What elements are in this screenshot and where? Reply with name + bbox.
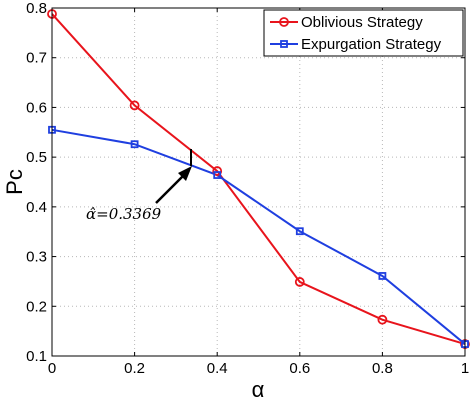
x-tick-label: 0.6: [289, 360, 310, 377]
plot-area: [52, 8, 465, 356]
y-tick-label: 0.3: [26, 249, 47, 266]
data-point-expurgation: [213, 171, 222, 179]
y-tick-label: 0.2: [26, 298, 47, 315]
annotation-arrowhead: [178, 166, 192, 181]
annotation-text: α̂=0.3369: [86, 205, 162, 223]
legend-box: [263, 9, 464, 57]
plot-frame: [51, 7, 466, 357]
x-tick-label: 0.8: [372, 360, 393, 377]
legend: Oblivious Strategy Expurgation Strategy: [263, 9, 464, 57]
data-point-oblivious: [294, 277, 305, 287]
legend-marker-expurgation: [280, 40, 288, 48]
y-tick-label: 0.6: [26, 99, 47, 116]
x-tick-label: 0.2: [124, 360, 145, 377]
annotation: α̂=0.3369: [86, 149, 192, 223]
annotation-arrow-shaft: [155, 172, 187, 204]
y-tick-label: 0.8: [26, 0, 47, 17]
y-axis-title: Pc: [2, 169, 27, 195]
x-tick-label: 1: [461, 360, 469, 377]
legend-label-oblivious: Oblivious Strategy: [301, 14, 423, 31]
x-tick-label: 0: [48, 360, 56, 377]
data-point-oblivious: [129, 100, 140, 111]
data-point-expurgation: [295, 227, 304, 236]
y-tick-label: 0.1: [26, 348, 47, 365]
legend-label-expurgation: Expurgation Strategy: [301, 36, 442, 53]
x-axis-title: α: [252, 377, 265, 402]
data-point-expurgation: [130, 140, 139, 149]
data-point-expurgation: [378, 272, 387, 280]
data-point-oblivious: [377, 314, 388, 325]
y-tick-label: 0.5: [26, 149, 47, 166]
data-point-oblivious: [212, 166, 223, 176]
grid-lines: [52, 8, 465, 356]
legend-marker-oblivious: [279, 17, 289, 27]
axis-ticks: 0 0.2 0.4 0.6 0.8 1 0.1 0.2 0.3 0.4 0.5 0.6 0.7 0.8: [26, 0, 469, 377]
series-line-oblivious: [51, 13, 466, 346]
y-tick-label: 0.7: [26, 50, 47, 67]
y-tick-label: 0.4: [26, 199, 47, 216]
series-line-expurgation: [51, 128, 466, 345]
x-tick-label: 0.4: [207, 360, 228, 377]
